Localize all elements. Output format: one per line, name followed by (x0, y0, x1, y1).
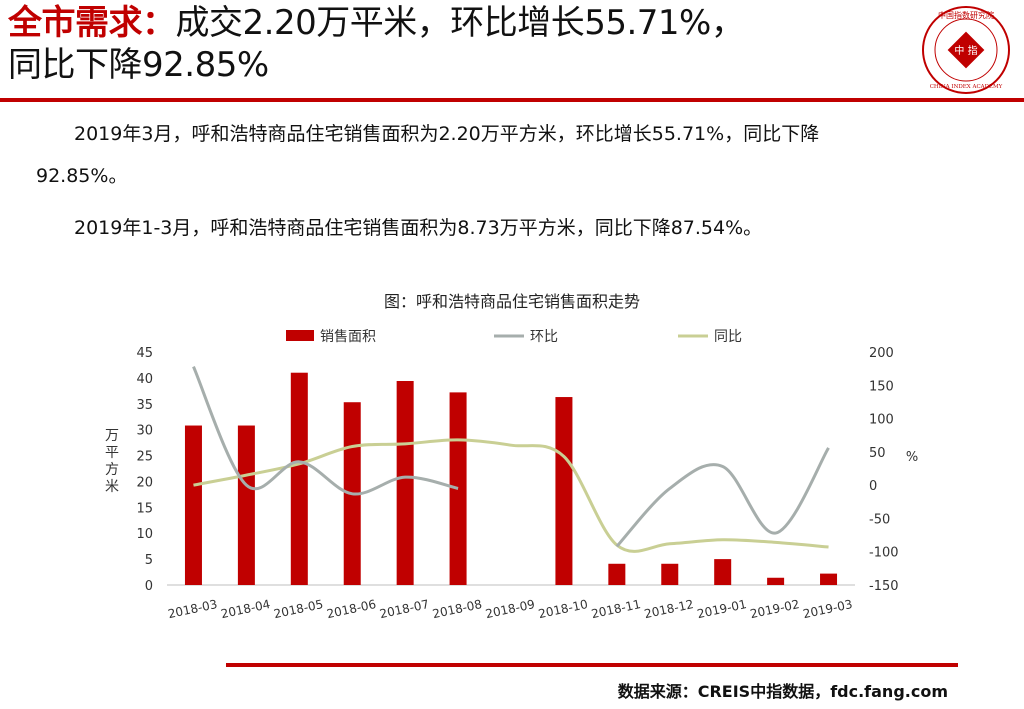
series-line-huanbi-segment-0 (192, 366, 459, 496)
bar-2018-04 (237, 425, 255, 585)
paragraph-1-line-2: 92.85%。 (36, 165, 128, 187)
y2-tick-label-0: -150 (869, 579, 899, 594)
title-divider (0, 98, 1024, 102)
bar-2018-12 (661, 563, 679, 585)
title-highlight: 全市需求： (8, 3, 176, 43)
x-tick-label-2018-06: 2018-06 (325, 597, 377, 621)
title-line2: 同比下降92.85% (8, 45, 269, 85)
page-title: 全市需求：成交2.20万平米，环比增长55.71%， 同比下降92.85% (8, 2, 908, 86)
x-tick-label-2019-02: 2019-02 (749, 597, 801, 621)
y-tick-label-9: 45 (136, 346, 153, 361)
y-tick-label-4: 20 (136, 475, 153, 490)
x-tick-label-2018-05: 2018-05 (272, 597, 324, 621)
logo-center-text: 中 指 (954, 44, 977, 57)
bar-2019-03 (820, 573, 838, 585)
y-tick-label-5: 25 (136, 450, 153, 465)
paragraph-1-line-1: 2019年3月，呼和浩特商品住宅销售面积为2.20万平方米，环比增长55.71%… (74, 123, 820, 145)
legend-label-tongbi: 同比 (714, 329, 742, 345)
x-tick-label-2018-12: 2018-12 (643, 597, 695, 621)
y-axis-label-char-3: 米 (105, 479, 119, 495)
bar-2018-10 (555, 397, 573, 585)
legend-label-sales: 销售面积 (320, 329, 376, 345)
bar-2018-11 (608, 563, 626, 585)
x-tick-label-2018-10: 2018-10 (537, 597, 589, 621)
footer-divider (226, 663, 958, 667)
y2-axis-label: % (906, 450, 918, 465)
x-tick-label-2018-03: 2018-03 (167, 597, 219, 621)
y2-tick-label-1: -100 (869, 546, 899, 561)
y2-tick-label-7: 200 (869, 346, 894, 361)
x-tick-label-2018-07: 2018-07 (378, 597, 430, 621)
series-line-tongbi (193, 438, 829, 553)
y2-tick-label-2: -50 (869, 512, 890, 527)
y-tick-label-2: 10 (136, 527, 153, 542)
bar-2019-01 (714, 559, 732, 585)
y-tick-label-0: 0 (145, 579, 153, 594)
legend-swatch-sales (286, 330, 314, 341)
bar-2018-08 (449, 392, 467, 585)
y2-tick-label-3: 0 (869, 479, 877, 494)
logo-top-text: 中国指数研究院 (938, 10, 994, 20)
x-tick-label-2018-11: 2018-11 (590, 597, 642, 621)
y-axis-label-char-0: 万 (105, 428, 119, 444)
y-tick-label-8: 40 (136, 372, 153, 387)
sales-area-chart: 0 5 10 15 20 25 30 35 40 45 -150 -100 -50 0 50 100 150 20… (105, 329, 918, 621)
title-line1: 成交2.20万平米，环比增长55.71%， (175, 3, 745, 43)
bar-2018-05 (290, 372, 308, 585)
x-tick-label-2019-03: 2019-03 (802, 597, 854, 621)
bar-2018-03 (184, 425, 202, 585)
china-index-academy-logo: 中 指 中国指数研究院 CHINA INDEX ACADEMY (922, 6, 1010, 94)
data-source: 数据来源：CREIS中指数据，fdc.fang.com (617, 682, 948, 701)
x-tick-label-2018-09: 2018-09 (484, 597, 536, 621)
y2-tick-label-6: 150 (869, 379, 894, 394)
legend-label-huanbi: 环比 (530, 329, 558, 345)
x-tick-label-2018-04: 2018-04 (220, 597, 272, 621)
y-axis-label-char-1: 平 (105, 445, 119, 461)
x-tick-label-2019-01: 2019-01 (696, 597, 748, 621)
logo-bottom-text: CHINA INDEX ACADEMY (930, 84, 1003, 90)
y2-tick-label-4: 50 (869, 446, 886, 461)
series-line-huanbi-segment-1 (615, 447, 830, 548)
x-tick-label-2018-08: 2018-08 (431, 597, 483, 621)
bar-2018-07 (396, 380, 414, 585)
chart-title: 图：呼和浩特商品住宅销售面积走势 (383, 292, 640, 311)
y2-tick-label-5: 100 (869, 413, 894, 428)
bar-2019-02 (767, 577, 785, 585)
y-tick-label-7: 35 (136, 398, 153, 413)
paragraph-2: 2019年1-3月，呼和浩特商品住宅销售面积为8.73万平方米，同比下降87.5… (74, 217, 763, 239)
y-tick-label-1: 5 (145, 553, 153, 568)
y-tick-label-3: 15 (136, 501, 153, 516)
y-tick-label-6: 30 (136, 424, 153, 439)
y-axis-label-char-2: 方 (105, 462, 119, 478)
